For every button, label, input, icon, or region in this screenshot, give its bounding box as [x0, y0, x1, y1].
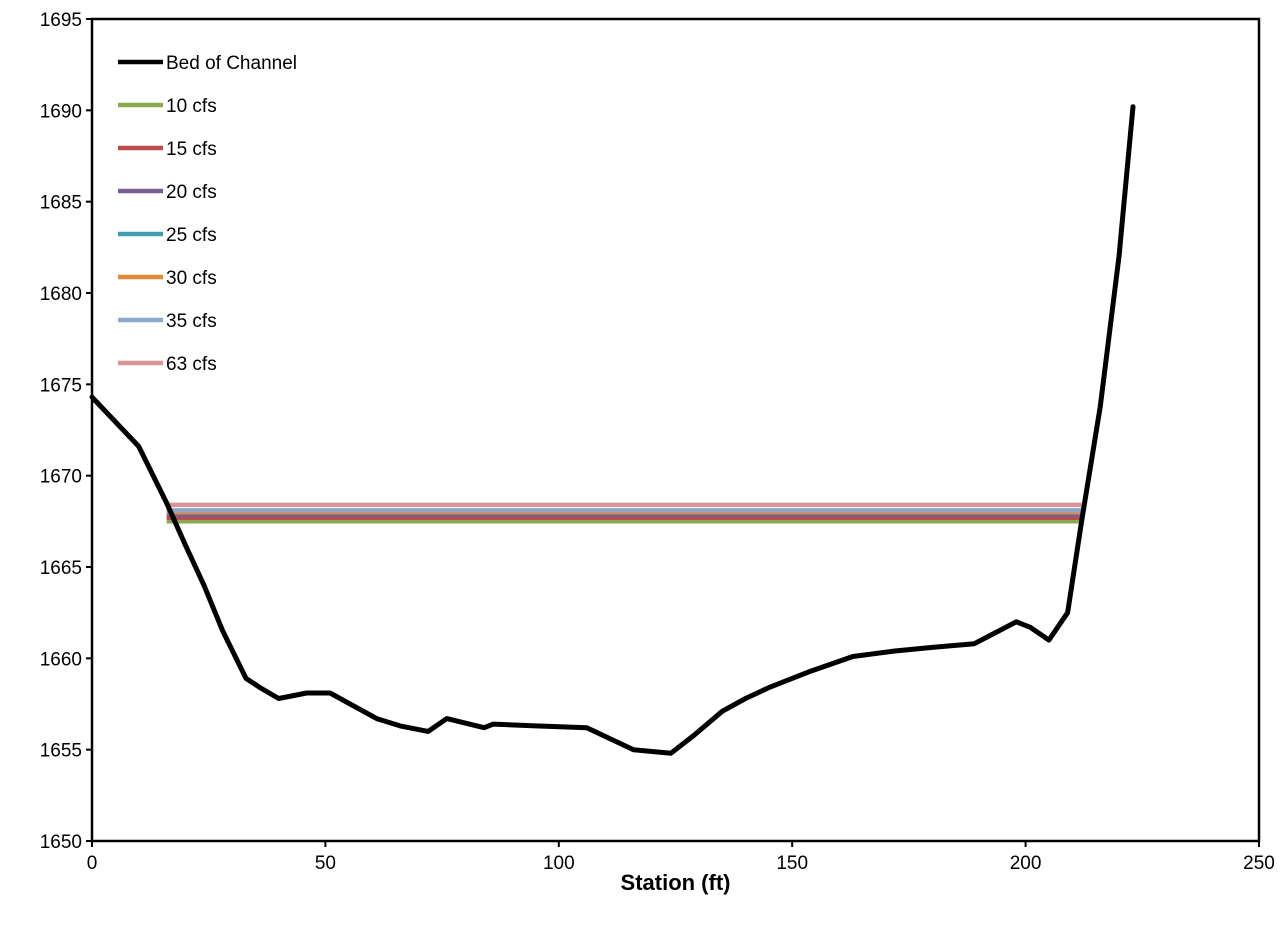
axis-ticks: 1650 1655 1660 1665 1670 1675 1680 1685 1690 1695… [40, 10, 1275, 874]
y-tick-label: 1660 [40, 649, 82, 670]
x-tick-label: 50 [315, 853, 336, 874]
y-tick-label: 1675 [40, 375, 82, 396]
legend-label-15-cfs: 15 cfs [166, 139, 217, 160]
y-tick-label: 1665 [40, 558, 82, 579]
legend-label-30-cfs: 30 cfs [166, 268, 217, 289]
legend-label-35-cfs: 35 cfs [166, 311, 217, 332]
legend-label-20-cfs: 20 cfs [166, 182, 217, 203]
legend-label-63-cfs: 63 cfs [166, 354, 217, 375]
x-tick-label: 150 [776, 853, 808, 874]
y-tick-label: 1655 [40, 741, 82, 762]
x-tick-label: 0 [87, 853, 98, 874]
legend-label-25-cfs: 25 cfs [166, 225, 217, 246]
y-tick-label: 1695 [40, 10, 82, 31]
x-tick-label: 250 [1243, 853, 1275, 874]
legend-label-bed-of-channel: Bed of Channel [166, 53, 297, 74]
x-axis-title: Station (ft) [621, 870, 731, 895]
legend: Bed of Channel 10 cfs 15 cfs 20 cfs 25 cfs 30… [118, 53, 297, 375]
y-tick-label: 1685 [40, 193, 82, 214]
x-tick-label: 100 [543, 853, 575, 874]
y-tick-label: 1680 [40, 284, 82, 305]
series-layer [89, 104, 1136, 756]
y-tick-label: 1670 [40, 467, 82, 488]
series-line-bed-of-channel [89, 104, 1136, 756]
x-tick-label: 200 [1010, 853, 1042, 874]
y-tick-label: 1690 [40, 101, 82, 122]
plot-area-frame [90, 17, 1261, 843]
legend-label-10-cfs: 10 cfs [166, 96, 217, 117]
y-tick-label: 1650 [40, 832, 82, 853]
